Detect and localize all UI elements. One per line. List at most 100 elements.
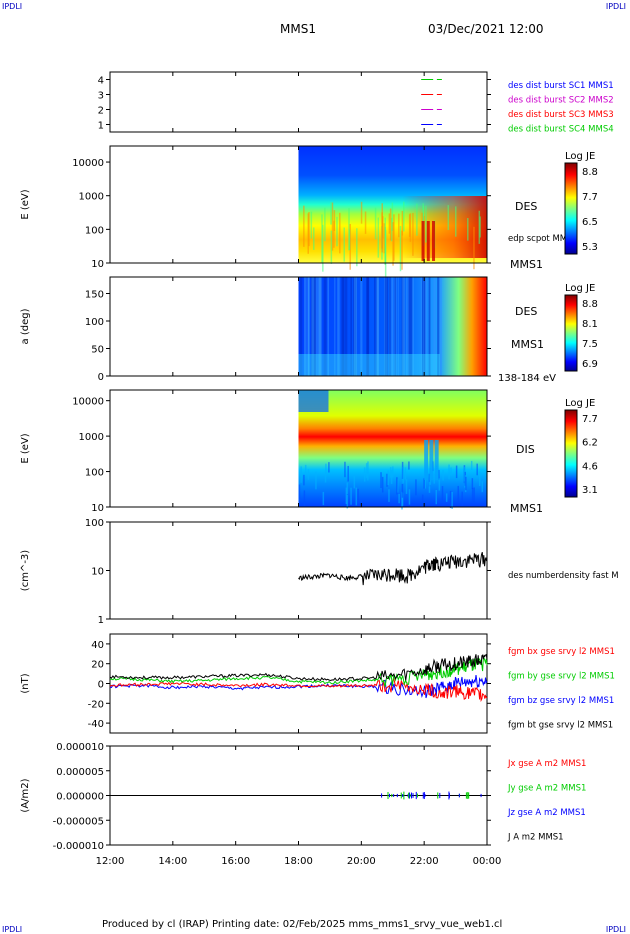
- pitch-streak: [374, 277, 376, 376]
- pitch-streak: [360, 277, 363, 376]
- density-ytick-label: 100: [85, 518, 104, 529]
- pitch-label-energy: 138-184 eV: [498, 373, 556, 384]
- dis-energy-speckle: [408, 461, 410, 470]
- des-energy-streak: [388, 213, 391, 234]
- dis-energy-speckle: [325, 463, 327, 475]
- density-ytick-label: 10: [91, 567, 104, 578]
- dis-energy-speckle: [404, 467, 407, 480]
- dis-energy-colorbar-tick: 7.7: [582, 414, 598, 425]
- des-energy-ytick-label: 10000: [72, 158, 104, 169]
- time-axis-label: 18:00: [284, 856, 313, 867]
- pitch-streak: [323, 277, 327, 376]
- des-energy-colorbar-title: Log JE: [565, 151, 595, 162]
- current-ytick-label: -0.000010: [53, 841, 104, 852]
- pitch-streak: [318, 277, 322, 376]
- pitch-streak: [344, 277, 348, 376]
- pitch-streak: [299, 277, 303, 376]
- pitch-streak: [337, 277, 340, 376]
- pitch-colorbar-tick: 7.5: [582, 339, 598, 350]
- magnetic-legend-entry: fgm bx gse srvy l2 MMS1: [508, 647, 615, 657]
- des-energy-streak: [473, 226, 475, 270]
- density-ytick-label: 1: [98, 615, 104, 626]
- pitch-streak: [391, 277, 394, 376]
- magnetic-ytick-label: 40: [91, 640, 104, 651]
- des-energy-streak: [374, 207, 377, 240]
- dis-energy-speckle: [435, 489, 438, 505]
- dis-energy-start-gap: [298, 390, 329, 412]
- dis-energy-speckle: [424, 477, 426, 489]
- des-energy-ytick-label: 1000: [79, 192, 104, 203]
- dis-energy-speckle: [346, 482, 348, 495]
- des-energy-streak: [384, 217, 386, 265]
- dis-energy-spectrogram: [298, 390, 487, 507]
- des-energy-streak: [330, 230, 333, 264]
- pitch-lower-band: [298, 354, 440, 376]
- dis-energy-speckle: [387, 470, 389, 485]
- dis-energy-colorbar-title: Log JE: [565, 398, 595, 409]
- dis-energy-speckle: [450, 467, 452, 476]
- dis-energy-speckle: [401, 492, 404, 506]
- corner-label-bottom-left: IPDLI: [2, 925, 23, 934]
- magnetic-series-line: [109, 657, 488, 687]
- pitch-streak: [394, 277, 396, 376]
- dis-energy-speckle: [365, 463, 368, 478]
- dis-energy-speckle: [367, 472, 369, 481]
- dis-energy-colorbar-tick: 4.6: [582, 461, 598, 472]
- magnetic-series-line: [109, 677, 488, 703]
- pitch-ylabel: a (deg): [20, 308, 31, 344]
- pitch-label-sc: MMS1: [511, 338, 544, 351]
- plot-area: 1 2 3 4 des dist burst SC1 MMS1 des dist burs…: [20, 71, 619, 867]
- dis-energy-speckle: [381, 476, 384, 493]
- des-energy-streak: [308, 212, 310, 247]
- des-energy-streak: [381, 203, 383, 253]
- dis-energy-speckle: [408, 489, 411, 505]
- dis-energy-speckle: [476, 463, 478, 476]
- dis-energy-speckle: [322, 491, 325, 506]
- dis-energy-speckle: [479, 471, 481, 487]
- dis-energy-speckle: [465, 476, 467, 491]
- pitch-streak: [307, 277, 311, 376]
- pitch-streak: [421, 277, 424, 376]
- dis-energy-speckle: [451, 491, 453, 509]
- spacecraft-title: MMS1: [280, 22, 316, 36]
- pitch-streak: [376, 277, 379, 376]
- current-legend-entry: Jy gse A m2 MMS1: [507, 784, 586, 794]
- pitch-streak: [420, 277, 422, 376]
- dis-energy-speckle: [471, 487, 474, 504]
- des-energy-streak: [348, 229, 351, 250]
- dis-energy-speckle: [481, 481, 484, 493]
- dis-energy-colorbar-tick: 3.1: [582, 485, 598, 496]
- corner-label-top-left: IPDLI: [2, 2, 23, 11]
- dis-energy-speckle: [470, 460, 473, 471]
- des-energy-streak: [343, 227, 345, 262]
- dis-energy-speckle: [346, 494, 349, 509]
- pitch-streak: [428, 277, 431, 376]
- des-energy-streak: [393, 214, 395, 261]
- burst-legend-entry: des dist burst SC2 MMS2: [508, 96, 614, 106]
- dis-energy-speckle: [438, 469, 440, 480]
- des-energy-streak: [454, 206, 457, 237]
- density-series-line: [298, 552, 488, 586]
- des-energy-streak: [307, 213, 309, 254]
- pitch-colorbar-tick: 6.9: [582, 359, 598, 370]
- pitch-ytick-label: 100: [85, 317, 104, 328]
- dis-energy-label-instrument: DIS: [516, 443, 535, 456]
- pitch-streak: [389, 277, 391, 376]
- time-axis-label: 14:00: [158, 856, 187, 867]
- dis-energy-speckle: [298, 484, 301, 500]
- dis-energy-ytick-label: 100: [85, 468, 104, 479]
- des-energy-streak: [416, 203, 418, 236]
- pitch-label-instrument: DES: [515, 305, 537, 318]
- dis-energy-speckle: [405, 479, 408, 494]
- des-energy-streak: [412, 213, 414, 256]
- dis-energy-speckle: [344, 461, 346, 478]
- des-energy-label-instrument: DES: [515, 200, 537, 213]
- des-energy-streak: [377, 217, 380, 258]
- dis-energy-speckle: [455, 465, 458, 479]
- des-energy-streak: [392, 222, 394, 266]
- burst-panel-frame: [109, 71, 488, 133]
- dis-energy-speckle: [398, 493, 400, 504]
- pitch-streak: [425, 277, 427, 376]
- dis-energy-speckle: [392, 466, 394, 478]
- time-axis-label: 12:00: [96, 856, 125, 867]
